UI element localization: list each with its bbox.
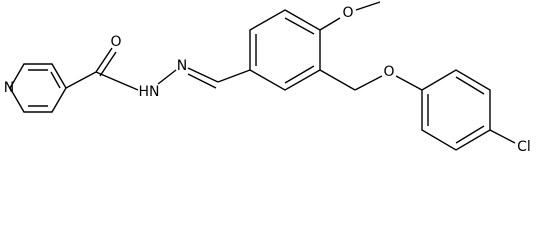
atom-label: Cl [517,139,531,155]
atom-label: O [110,34,121,50]
atom-label: HN [139,84,160,100]
atom-label: N [4,80,14,96]
atom-label: O [383,64,394,80]
atom-label: O [342,5,353,21]
bonds [9,1,516,151]
atom-labels: O N HN N O O Cl [4,5,531,155]
atom-label: N [177,58,187,74]
structure: O N HN N O O Cl [4,1,531,155]
